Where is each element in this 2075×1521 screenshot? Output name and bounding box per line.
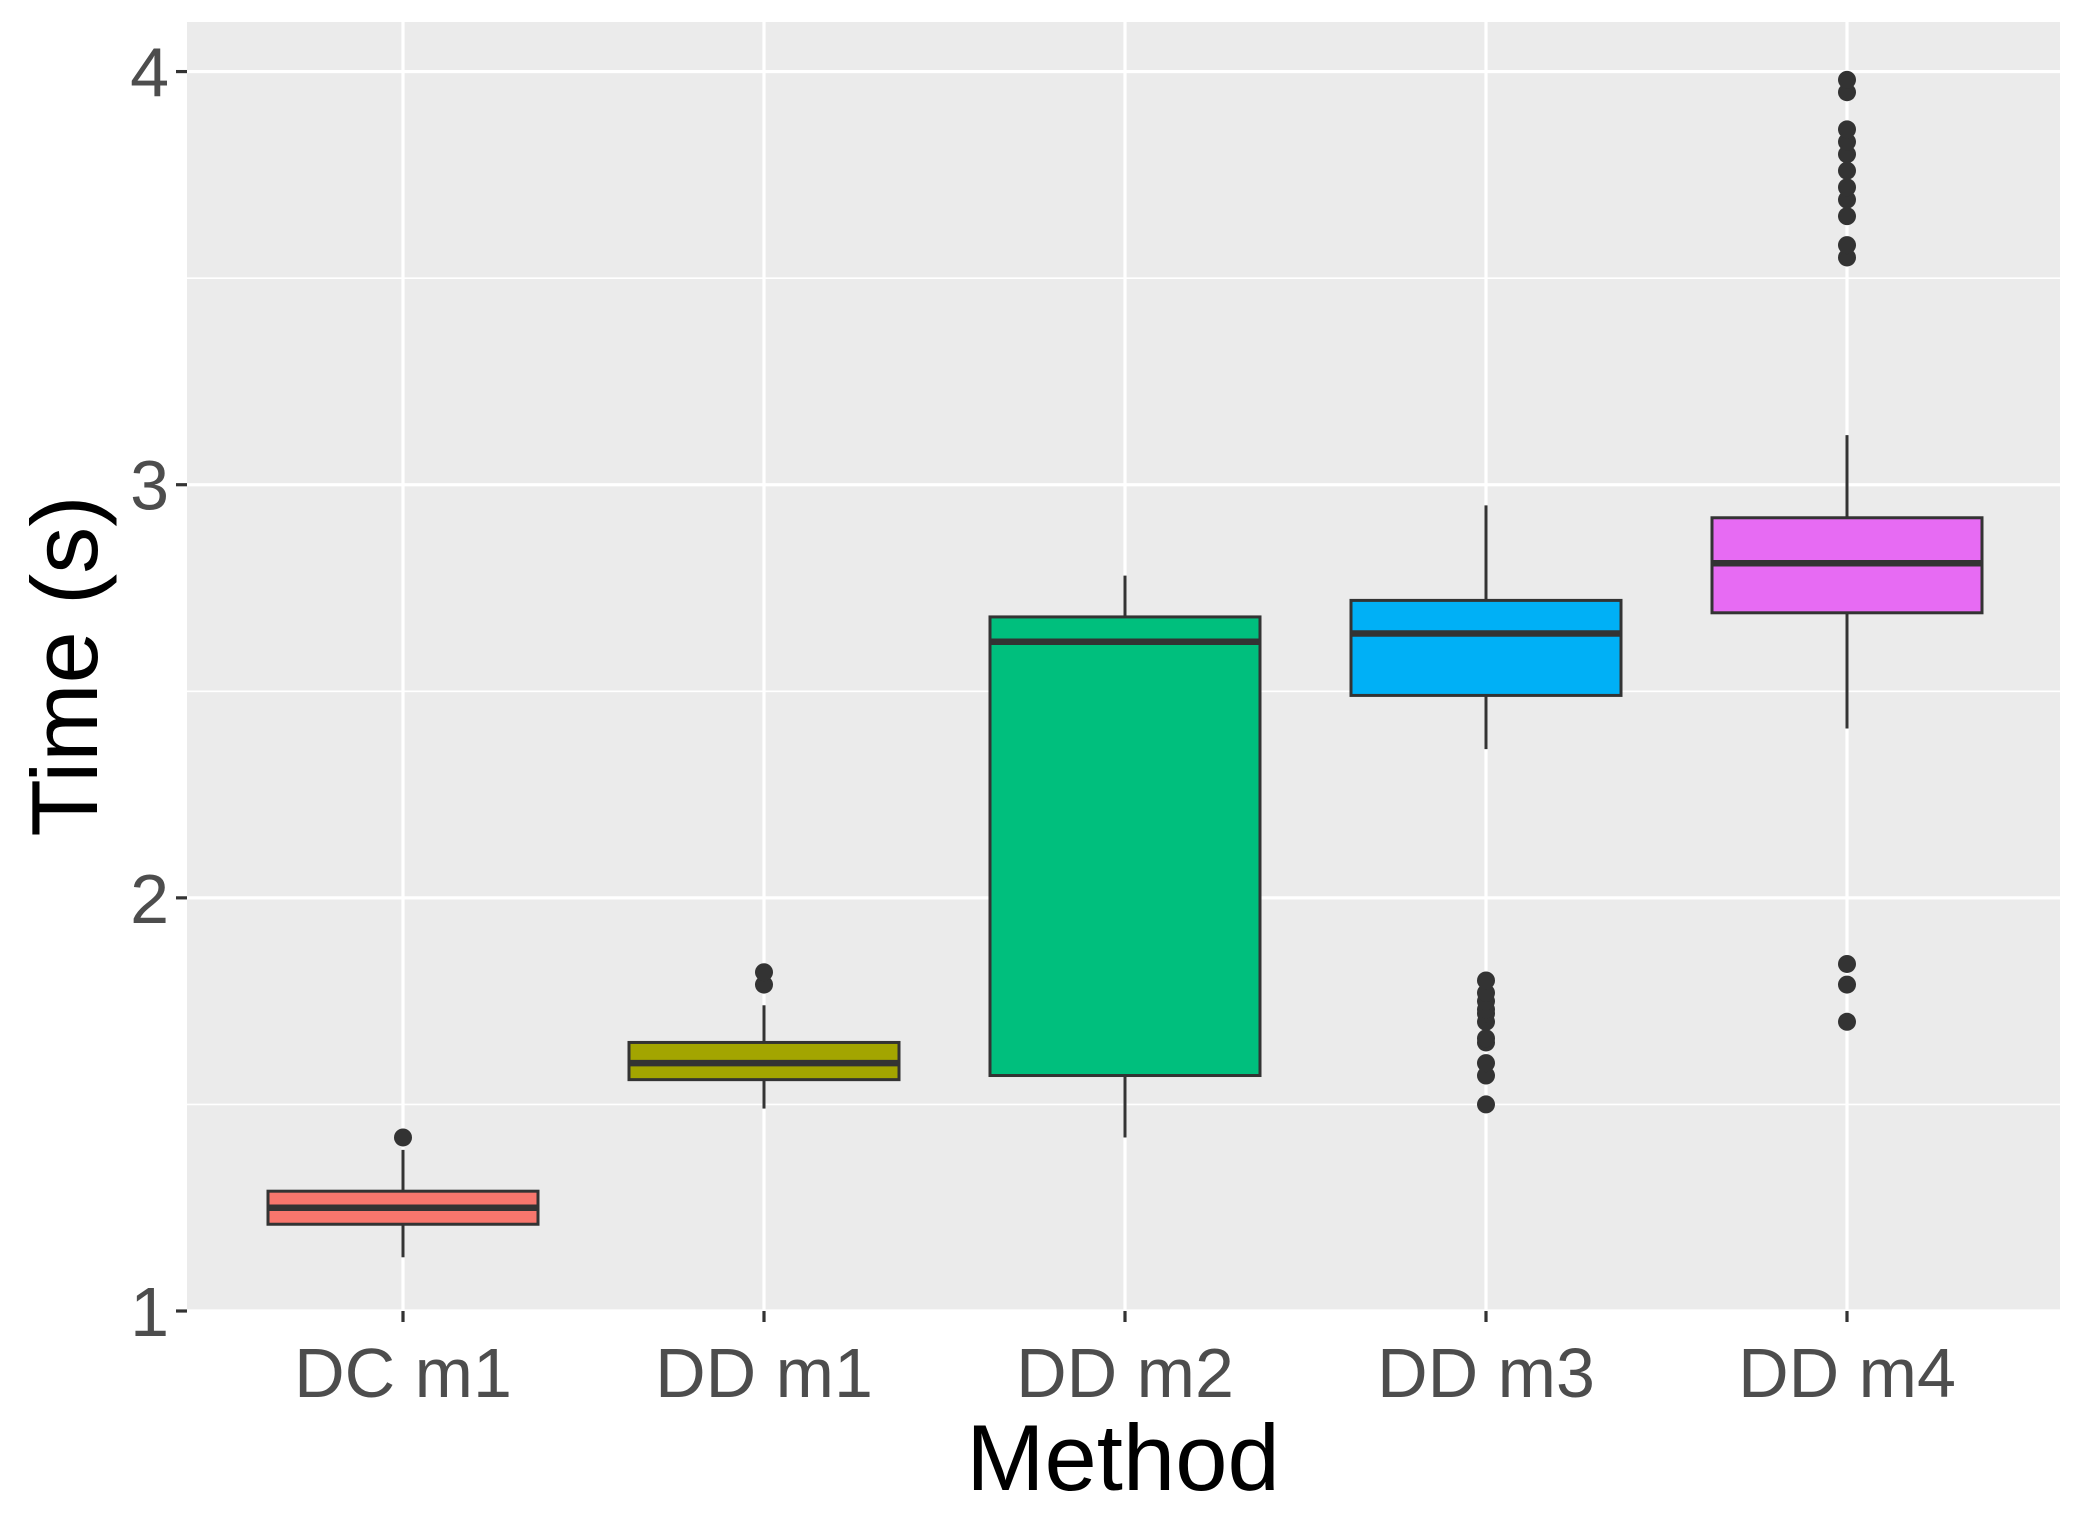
y-axis-title: Time (s) <box>12 495 117 836</box>
y-tick-label: 1 <box>130 1273 169 1351</box>
outlier-point <box>1477 1095 1495 1114</box>
box-body <box>1349 598 1623 697</box>
box-dd-m2 <box>988 575 1262 1138</box>
outlier-point <box>1838 248 1856 267</box>
x-tick-label: DD m3 <box>1377 1334 1595 1412</box>
outlier-point <box>1838 83 1856 102</box>
box-dd-m4 <box>1710 70 1984 1031</box>
y-tick-label: 2 <box>130 860 169 938</box>
y-tick-label: 3 <box>130 447 169 525</box>
outlier-point <box>1477 1054 1495 1073</box>
box-body <box>988 615 1262 1078</box>
outlier-point <box>1838 954 1856 973</box>
y-tick-label: 4 <box>130 34 169 112</box>
outlier-point <box>1838 190 1856 209</box>
outlier-point <box>1838 207 1856 226</box>
outlier-point <box>1838 132 1856 151</box>
outlier-point <box>755 963 773 982</box>
box-dc-m1 <box>266 1128 540 1258</box>
outlier-point <box>1477 983 1495 1002</box>
outlier-point <box>1838 70 1856 89</box>
outlier-point <box>1838 236 1856 255</box>
outlier-point <box>1838 145 1856 164</box>
x-tick-label: DD m4 <box>1738 1334 1956 1412</box>
outlier-point <box>1838 178 1856 197</box>
outlier-point <box>394 1128 412 1147</box>
x-tick-label: DD m2 <box>1016 1334 1234 1412</box>
outlier-point <box>1838 120 1856 139</box>
x-tick-label: DD m1 <box>655 1334 873 1412</box>
box-dd-m1 <box>627 963 901 1109</box>
x-tick-label: DC m1 <box>294 1334 512 1412</box>
x-axis-title: Method <box>966 1405 1280 1510</box>
box-dd-m3 <box>1349 505 1623 1114</box>
x-axis: DC m1 DD m1 DD m2 DD m3 DD m4 <box>294 1311 1956 1412</box>
outlier-point <box>1477 1066 1495 1085</box>
y-axis: 1 2 3 4 <box>130 34 187 1351</box>
outlier-point <box>1838 975 1856 994</box>
outlier-point <box>1838 161 1856 180</box>
outlier-point <box>755 975 773 994</box>
outlier-point <box>1477 971 1495 990</box>
outlier-point <box>1838 1012 1856 1031</box>
outlier-point <box>1477 1029 1495 1048</box>
box-group <box>266 70 1984 1258</box>
